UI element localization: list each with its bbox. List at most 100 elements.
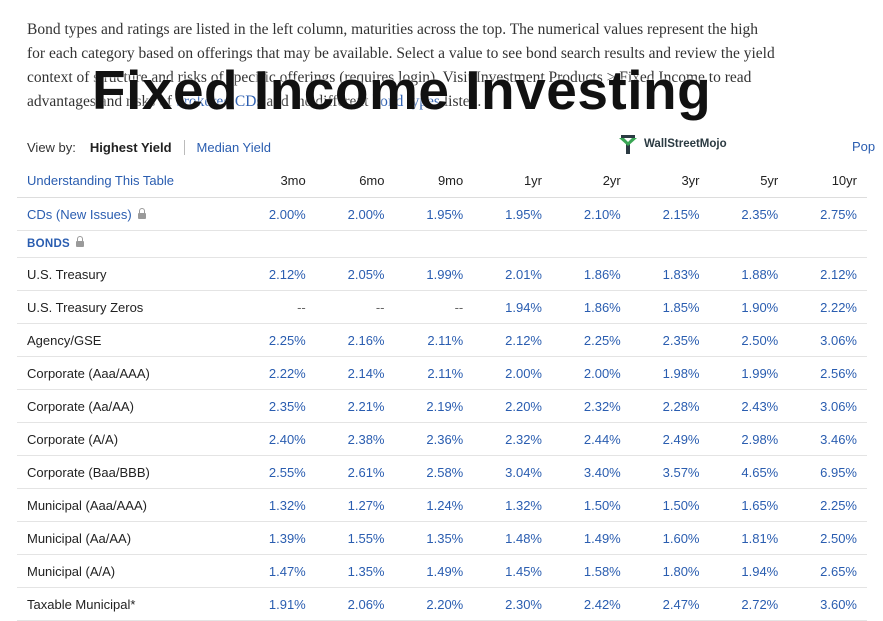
yield-cell[interactable]: 2.12% xyxy=(237,257,316,291)
yield-cell[interactable]: 3.57% xyxy=(630,455,710,489)
yield-cell[interactable]: 2.15% xyxy=(630,197,710,231)
yield-cell[interactable]: 2.58% xyxy=(394,455,474,489)
yield-cell[interactable]: 1.86% xyxy=(552,290,631,324)
yield-cell[interactable]: 2.14% xyxy=(315,356,395,390)
yield-cell[interactable]: 2.25% xyxy=(788,488,867,522)
yield-cell[interactable]: 2.12% xyxy=(788,257,867,291)
yield-cell[interactable]: 1.35% xyxy=(315,554,395,588)
yield-cell[interactable]: 2.00% xyxy=(552,356,631,390)
yield-cell[interactable]: 2.06% xyxy=(315,587,395,621)
yield-cell[interactable]: 1.88% xyxy=(709,257,789,291)
median-yield-option[interactable]: Median Yield xyxy=(196,139,271,155)
yield-cell[interactable]: 1.50% xyxy=(630,488,710,522)
yield-cell[interactable]: 1.49% xyxy=(552,521,631,555)
yield-cell[interactable]: 1.83% xyxy=(630,257,710,291)
yield-cell[interactable]: 2.00% xyxy=(237,197,316,231)
yield-cell[interactable]: 1.58% xyxy=(552,554,631,588)
yield-cell[interactable]: 2.11% xyxy=(394,323,474,357)
yield-cell[interactable]: 2.72% xyxy=(709,587,789,621)
yield-cell[interactable]: 1.85% xyxy=(630,290,710,324)
yield-cell[interactable]: 1.27% xyxy=(315,488,395,522)
yield-cell[interactable]: 2.55% xyxy=(237,455,316,489)
yield-cell[interactable]: 2.35% xyxy=(630,323,710,357)
yield-cell[interactable]: 2.50% xyxy=(709,323,789,357)
yield-cell[interactable]: 2.20% xyxy=(473,389,552,423)
yield-cell[interactable]: 2.25% xyxy=(237,323,316,357)
yield-cell[interactable]: 3.06% xyxy=(788,323,867,357)
yield-cell[interactable]: 1.99% xyxy=(709,356,789,390)
yield-cell[interactable]: 1.65% xyxy=(709,488,789,522)
yield-cell[interactable]: 1.60% xyxy=(630,521,710,555)
yield-cell[interactable]: 3.60% xyxy=(788,587,867,621)
yield-cell[interactable]: 2.00% xyxy=(315,197,395,231)
bond-types-link[interactable]: bond types xyxy=(372,93,440,110)
yield-cell[interactable]: 2.98% xyxy=(709,422,789,456)
yield-cell[interactable]: 1.99% xyxy=(394,257,474,291)
understanding-table-link[interactable]: Understanding This Table xyxy=(17,164,237,198)
yield-cell[interactable]: 2.05% xyxy=(315,257,395,291)
yield-cell[interactable]: 2.22% xyxy=(237,356,316,390)
brokered-cds-link[interactable]: brokered CDs xyxy=(175,93,263,110)
yield-cell[interactable]: 2.35% xyxy=(709,197,789,231)
yield-cell[interactable]: 2.32% xyxy=(552,389,631,423)
yield-cell[interactable]: 3.06% xyxy=(788,389,867,423)
yield-cell[interactable]: 1.90% xyxy=(709,290,789,324)
yield-cell[interactable]: 1.39% xyxy=(237,521,316,555)
yield-cell[interactable]: 2.19% xyxy=(394,389,474,423)
yield-cell[interactable]: 1.94% xyxy=(473,290,552,324)
yield-cell[interactable]: 2.40% xyxy=(237,422,316,456)
yield-cell[interactable]: 2.49% xyxy=(630,422,710,456)
yield-cell[interactable]: 2.43% xyxy=(709,389,789,423)
yield-cell[interactable]: 1.48% xyxy=(473,521,552,555)
yield-cell[interactable]: 3.46% xyxy=(788,422,867,456)
yield-cell[interactable]: 2.36% xyxy=(394,422,474,456)
yield-cell[interactable]: 2.42% xyxy=(552,587,631,621)
yield-cell[interactable]: 1.95% xyxy=(394,197,474,231)
yield-cell[interactable]: 4.65% xyxy=(709,455,789,489)
yield-cell[interactable]: 2.28% xyxy=(630,389,710,423)
yield-cell[interactable]: 1.94% xyxy=(709,554,789,588)
yield-cell[interactable]: 1.47% xyxy=(237,554,316,588)
yield-cell[interactable]: 1.55% xyxy=(315,521,395,555)
yield-cell[interactable]: 1.50% xyxy=(552,488,631,522)
pop-link[interactable]: Pop xyxy=(852,139,876,154)
yield-cell[interactable]: 2.21% xyxy=(315,389,395,423)
yield-cell[interactable]: 2.32% xyxy=(473,422,552,456)
yield-cell[interactable]: 2.10% xyxy=(552,197,631,231)
yield-cell[interactable]: 1.80% xyxy=(630,554,710,588)
yield-cell[interactable]: 2.16% xyxy=(315,323,395,357)
yield-cell[interactable]: 1.24% xyxy=(394,488,474,522)
yield-cell[interactable]: 2.30% xyxy=(473,587,552,621)
yield-cell[interactable]: 1.95% xyxy=(473,197,552,231)
yield-cell[interactable]: 2.20% xyxy=(394,587,474,621)
yield-cell[interactable]: 1.45% xyxy=(473,554,552,588)
yield-cell[interactable]: 2.75% xyxy=(788,197,867,231)
highest-yield-option[interactable]: Highest Yield xyxy=(90,139,185,155)
yield-cell[interactable]: 2.38% xyxy=(315,422,395,456)
yield-cell[interactable]: 2.65% xyxy=(788,554,867,588)
yield-cell[interactable]: 1.32% xyxy=(473,488,552,522)
yield-cell[interactable]: 2.12% xyxy=(473,323,552,357)
yield-cell[interactable]: 2.00% xyxy=(473,356,552,390)
yield-cell[interactable]: 1.32% xyxy=(237,488,316,522)
yield-cell[interactable]: 3.04% xyxy=(473,455,552,489)
yield-cell[interactable]: 1.49% xyxy=(394,554,474,588)
yield-cell[interactable]: 2.01% xyxy=(473,257,552,291)
yield-cell[interactable]: 2.56% xyxy=(788,356,867,390)
yield-cell[interactable]: 2.47% xyxy=(630,587,710,621)
yield-cell[interactable]: 6.95% xyxy=(788,455,867,489)
yield-cell[interactable]: 2.44% xyxy=(552,422,631,456)
yield-cell[interactable]: 1.86% xyxy=(552,257,631,291)
yield-cell[interactable]: 1.35% xyxy=(394,521,474,555)
row-name[interactable]: CDs (New Issues) xyxy=(17,197,237,231)
yield-cell[interactable]: 3.40% xyxy=(552,455,631,489)
yield-cell[interactable]: 1.98% xyxy=(630,356,710,390)
yield-cell[interactable]: 2.25% xyxy=(552,323,631,357)
yield-cell[interactable]: 2.11% xyxy=(394,356,474,390)
yield-cell[interactable]: 1.81% xyxy=(709,521,789,555)
yield-cell[interactable]: 2.35% xyxy=(237,389,316,423)
yield-cell[interactable]: 2.22% xyxy=(788,290,867,324)
yield-cell[interactable]: 2.50% xyxy=(788,521,867,555)
yield-cell[interactable]: 1.91% xyxy=(237,587,316,621)
yield-cell[interactable]: 2.61% xyxy=(315,455,395,489)
